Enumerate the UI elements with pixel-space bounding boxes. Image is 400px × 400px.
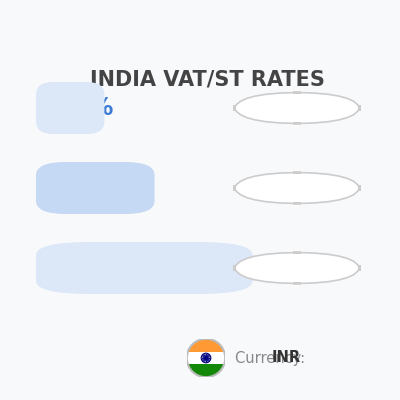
Text: Currency:: Currency: <box>235 350 310 366</box>
Bar <box>187 339 225 352</box>
FancyBboxPatch shape <box>36 162 154 214</box>
Bar <box>187 352 225 364</box>
Circle shape <box>201 353 211 363</box>
Text: INDIA VAT/ST RATES: INDIA VAT/ST RATES <box>90 70 325 90</box>
FancyBboxPatch shape <box>36 82 104 134</box>
Bar <box>187 364 225 377</box>
FancyBboxPatch shape <box>36 242 253 294</box>
Text: HIGHER RATES: HIGHER RATES <box>246 262 348 274</box>
Circle shape <box>202 354 210 362</box>
Text: INR: INR <box>272 350 301 366</box>
Text: 12-18%: 12-18% <box>48 176 147 200</box>
Text: STANDARD RATE: STANDARD RATE <box>239 182 355 194</box>
Text: 28%: 28% <box>48 256 104 280</box>
FancyBboxPatch shape <box>234 172 360 204</box>
FancyBboxPatch shape <box>234 252 360 284</box>
Circle shape <box>205 357 207 359</box>
Text: 0-5%: 0-5% <box>48 96 114 120</box>
FancyBboxPatch shape <box>234 92 360 124</box>
Text: REDUCED RATE: REDUCED RATE <box>244 102 350 114</box>
